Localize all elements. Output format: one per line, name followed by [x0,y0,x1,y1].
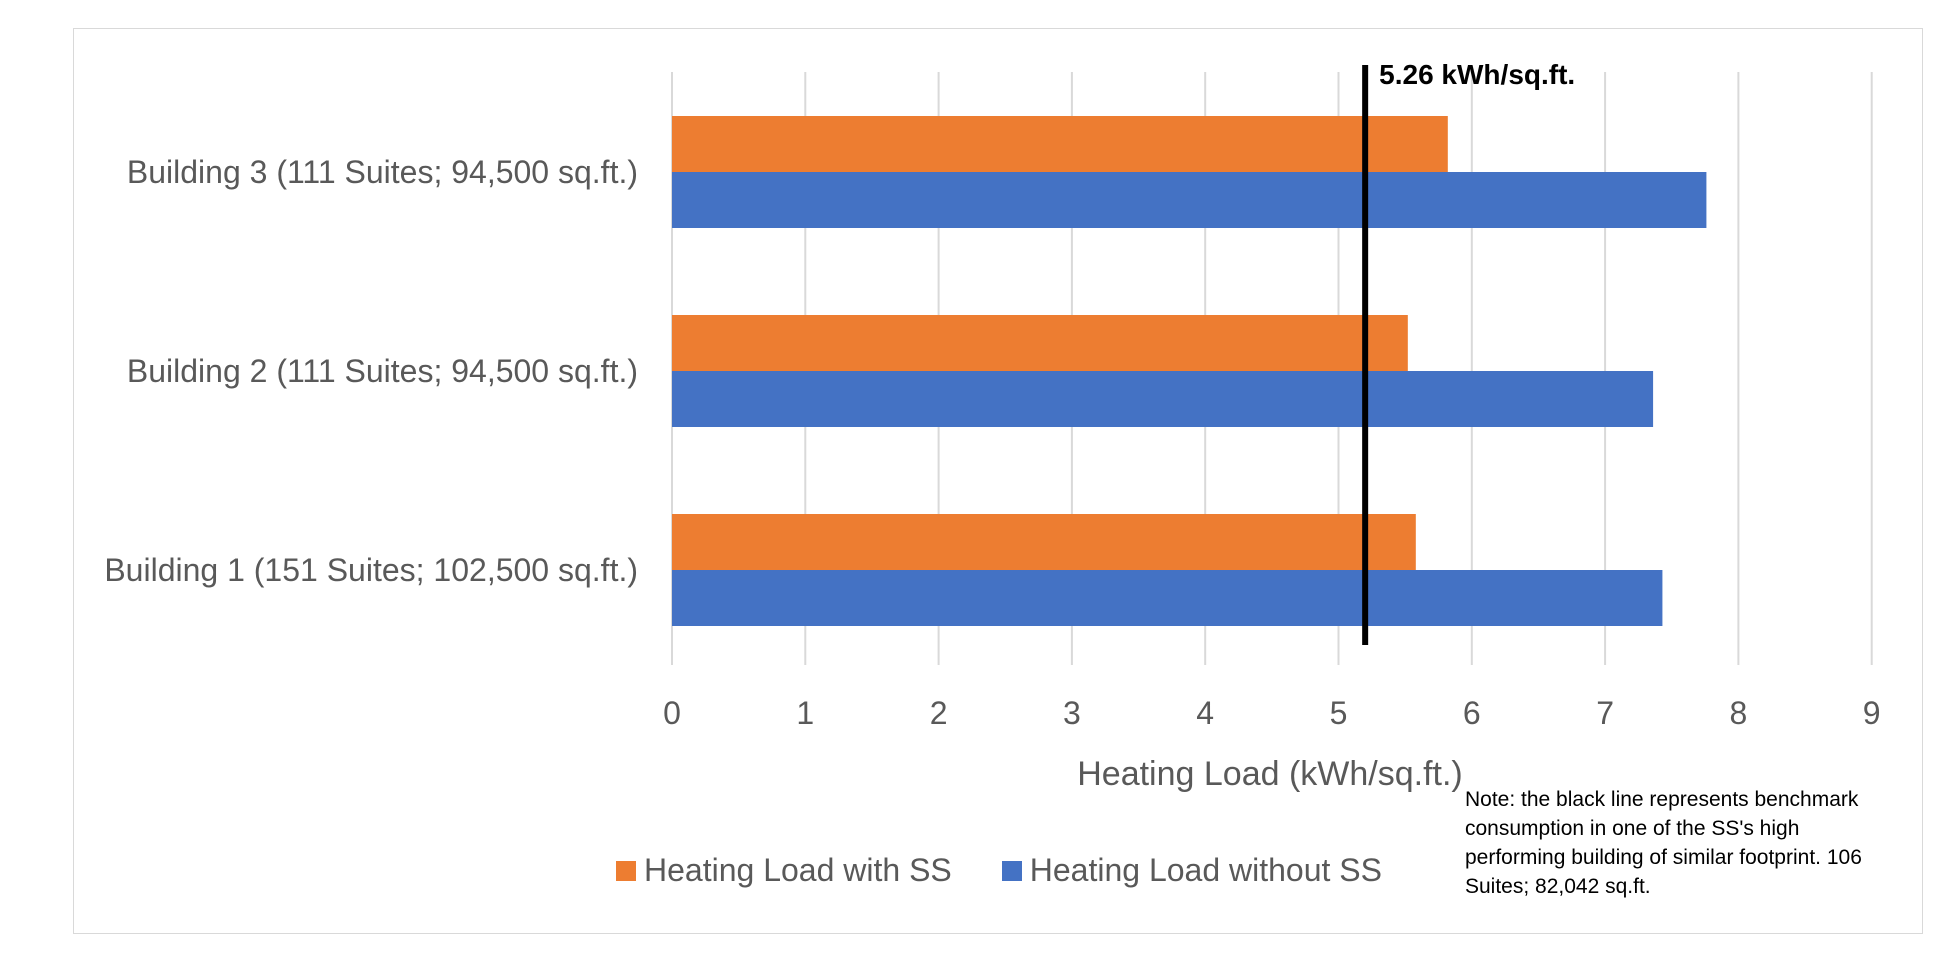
x-tick-label: 9 [1863,695,1881,731]
legend: Heating Load with SS Heating Load withou… [616,852,1432,889]
x-tick-label: 8 [1730,695,1748,731]
category-labels: Building 1 (151 Suites; 102,500 sq.ft.) B… [104,154,638,588]
x-tick-label: 5 [1330,695,1348,731]
x-tick-label: 2 [930,695,948,731]
x-tick-label: 3 [1063,695,1081,731]
benchmark-label: 5.26 kWh/sq.ft. [1379,59,1575,90]
x-tick-label: 1 [796,695,814,731]
legend-item-with-ss: Heating Load with SS [616,852,952,889]
x-tick-label: 7 [1596,695,1614,731]
x-tick-labels: 0 1 2 3 4 5 6 7 8 9 [663,695,1880,731]
bar-without-ss [672,570,1663,626]
bar-without-ss [672,172,1707,228]
bar-with-ss [672,514,1416,570]
chart-note: Note: the black line represents benchmar… [1465,788,1862,898]
legend-swatch-with-ss [616,860,636,881]
bar-with-ss [672,315,1408,371]
bar-without-ss [672,371,1654,427]
category-label: Building 3 (111 Suites; 94,500 sq.ft.) [127,154,638,190]
chart-frame [73,28,1923,934]
legend-item-without-ss: Heating Load without SS [1001,852,1382,889]
legend-swatch-without-ss [1001,860,1022,881]
bar-with-ss [672,116,1448,172]
legend-label-with-ss: Heating Load with SS [644,852,952,888]
legend-label-without-ss: Heating Load without SS [1029,852,1382,888]
reference-line-group: 5.26 kWh/sq.ft. [1362,59,1575,645]
x-tick-label: 4 [1196,695,1214,731]
category-label: Building 2 (111 Suites; 94,500 sq.ft.) [127,353,638,389]
category-label: Building 1 (151 Suites; 102,500 sq.ft.) [104,552,638,588]
x-tick-label: 6 [1463,695,1481,731]
bars [672,116,1707,626]
x-axis-label: Heating Load (kWh/sq.ft.) [1077,755,1463,793]
x-tick-label: 0 [663,695,681,731]
